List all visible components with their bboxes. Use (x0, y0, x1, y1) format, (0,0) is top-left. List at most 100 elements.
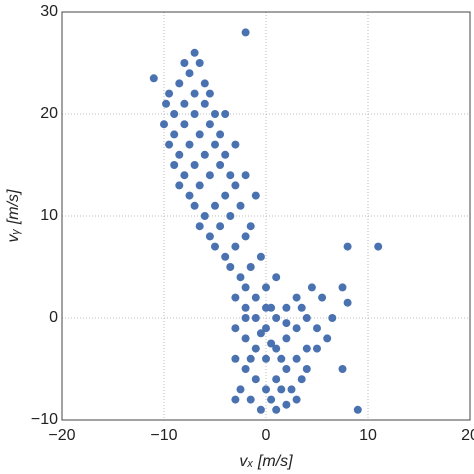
scatter-point (277, 385, 286, 394)
scatter-point (190, 161, 199, 169)
scatter-point (272, 344, 281, 353)
scatter-point (162, 99, 171, 108)
scatter-point (165, 89, 174, 98)
scatter-point (251, 375, 260, 384)
scatter-point (343, 242, 352, 251)
scatter-point (262, 283, 270, 292)
scatter-point (282, 303, 291, 312)
scatter-point (185, 69, 194, 78)
x-axis-label: vₓ [m/s] (239, 453, 293, 470)
scatter-point (374, 242, 383, 251)
scatter-point (236, 385, 245, 394)
scatter-point (236, 273, 245, 282)
scatter-point (292, 293, 301, 302)
x-tick-label: 0 (262, 427, 271, 444)
scatter-point (205, 171, 214, 180)
scatter-point (170, 110, 179, 118)
scatter-point (277, 354, 286, 363)
scatter-point (256, 405, 265, 414)
scatter-point (180, 120, 189, 129)
scatter-point (160, 120, 168, 129)
scatter-point (262, 385, 270, 394)
scatter-point (185, 140, 194, 149)
scatter-point (297, 375, 306, 384)
scatter-point (226, 212, 235, 220)
scatter-point (231, 140, 240, 149)
scatter-point (241, 283, 250, 292)
scatter-point (272, 314, 281, 322)
scatter-point (251, 314, 260, 322)
scatter-point (226, 171, 235, 180)
scatter-point (180, 99, 189, 108)
x-tick-label: −20 (48, 427, 75, 444)
y-tick-label: 30 (40, 3, 58, 20)
scatter-point (256, 329, 265, 338)
scatter-point (251, 293, 260, 302)
scatter-point (190, 48, 199, 57)
scatter-point (216, 222, 225, 231)
scatter-point (195, 130, 204, 139)
scatter-point (165, 140, 174, 149)
scatter-point (200, 212, 209, 220)
scatter-point (313, 324, 321, 333)
scatter-point (302, 344, 311, 353)
x-tick-label: 20 (461, 427, 474, 444)
scatter-point (231, 395, 240, 404)
scatter-point (180, 59, 189, 67)
scatter-point (195, 59, 204, 67)
scatter-point (231, 242, 240, 251)
scatter-point (302, 365, 311, 373)
scatter-point (221, 150, 230, 159)
scatter-point (262, 324, 270, 333)
scatter-point (262, 354, 270, 363)
scatter-point (221, 110, 230, 118)
scatter-point (343, 298, 352, 307)
scatter-point (216, 130, 225, 139)
scatter-point (328, 314, 337, 322)
scatter-point (170, 161, 179, 169)
scatter-point (241, 314, 250, 322)
scatter-point (241, 232, 250, 241)
scatter-point (180, 171, 189, 180)
scatter-point (231, 354, 240, 363)
scatter-point (190, 201, 199, 210)
y-tick-label: 20 (40, 105, 58, 122)
scatter-point (221, 191, 230, 200)
scatter-point (211, 201, 219, 210)
scatter-point (231, 181, 240, 190)
scatter-point (241, 334, 250, 343)
scatter-point (211, 110, 219, 118)
scatter-point (292, 324, 301, 333)
scatter-point (272, 405, 281, 414)
scatter-point (292, 395, 301, 404)
scatter-point (241, 171, 250, 180)
scatter-point (231, 324, 240, 333)
scatter-point (292, 354, 301, 363)
scatter-point (226, 263, 235, 271)
scatter-point (251, 191, 260, 200)
scatter-point (185, 191, 194, 200)
scatter-point (272, 273, 281, 282)
x-tick-label: 10 (359, 427, 377, 444)
scatter-point (267, 339, 276, 348)
scatter-point (200, 79, 209, 88)
scatter-point (175, 79, 184, 88)
scatter-point (262, 303, 270, 312)
scatter-point (282, 400, 291, 409)
scatter-point (318, 293, 327, 302)
scatter-point (195, 181, 204, 190)
scatter-point (200, 99, 209, 108)
scatter-point (287, 385, 296, 394)
scatter-point (338, 283, 347, 292)
scatter-point (205, 89, 214, 98)
scatter-point (205, 120, 214, 129)
scatter-point (205, 232, 214, 241)
scatter-point (195, 222, 204, 231)
scatter-point (190, 89, 199, 98)
scatter-point (221, 252, 230, 261)
scatter-point (282, 334, 291, 343)
scatter-point (149, 74, 158, 83)
scatter-point (282, 319, 291, 328)
scatter-point (246, 354, 255, 363)
y-tick-label: 0 (49, 309, 58, 326)
